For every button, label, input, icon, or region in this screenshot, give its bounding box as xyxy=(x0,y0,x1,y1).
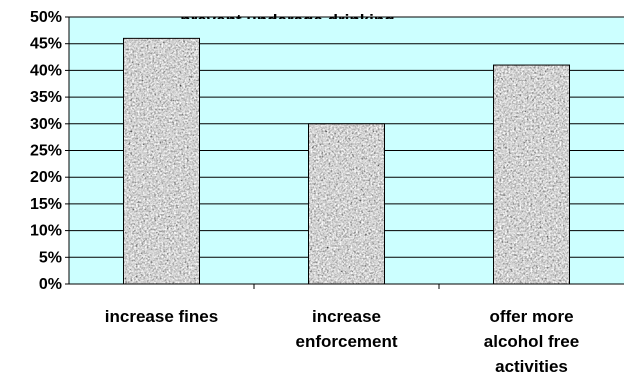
y-tick-label: 15% xyxy=(30,196,62,213)
y-tick-label: 0% xyxy=(39,276,62,293)
bar xyxy=(123,37,200,285)
x-category-label: increase fines xyxy=(105,307,218,326)
y-tick-label: 30% xyxy=(30,116,62,133)
x-category-label: enforcement xyxy=(295,332,397,351)
bar xyxy=(308,123,385,285)
bars xyxy=(123,37,570,285)
y-tick-label: 10% xyxy=(30,223,62,240)
x-category-label: increase xyxy=(312,307,381,326)
y-tick-labels: 0% 5% 10% 15% 20% 25% 30% 35% 40% 45% 50% xyxy=(30,9,62,293)
chart-title: ... prevent underage drinking xyxy=(161,11,394,30)
x-category-label: alcohol free xyxy=(484,332,579,351)
x-category-label: activities xyxy=(495,357,568,376)
axes xyxy=(68,17,624,285)
y-tick-label: 20% xyxy=(30,169,62,186)
y-tick-label: 5% xyxy=(39,249,62,266)
y-tick-label: 45% xyxy=(30,36,62,53)
y-tick-label: 25% xyxy=(30,143,62,160)
bar xyxy=(493,64,570,285)
y-tick-label: 50% xyxy=(30,9,62,26)
x-category-labels: increase fines increase enforcement offer m… xyxy=(105,307,579,376)
y-tick-label: 35% xyxy=(30,89,62,106)
y-tick-label: 40% xyxy=(30,62,62,79)
x-category-label: offer more xyxy=(489,307,573,326)
